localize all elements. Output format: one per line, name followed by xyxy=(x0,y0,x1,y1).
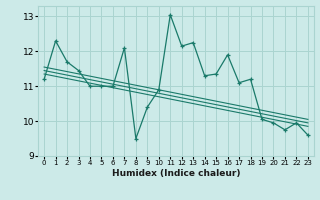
X-axis label: Humidex (Indice chaleur): Humidex (Indice chaleur) xyxy=(112,169,240,178)
